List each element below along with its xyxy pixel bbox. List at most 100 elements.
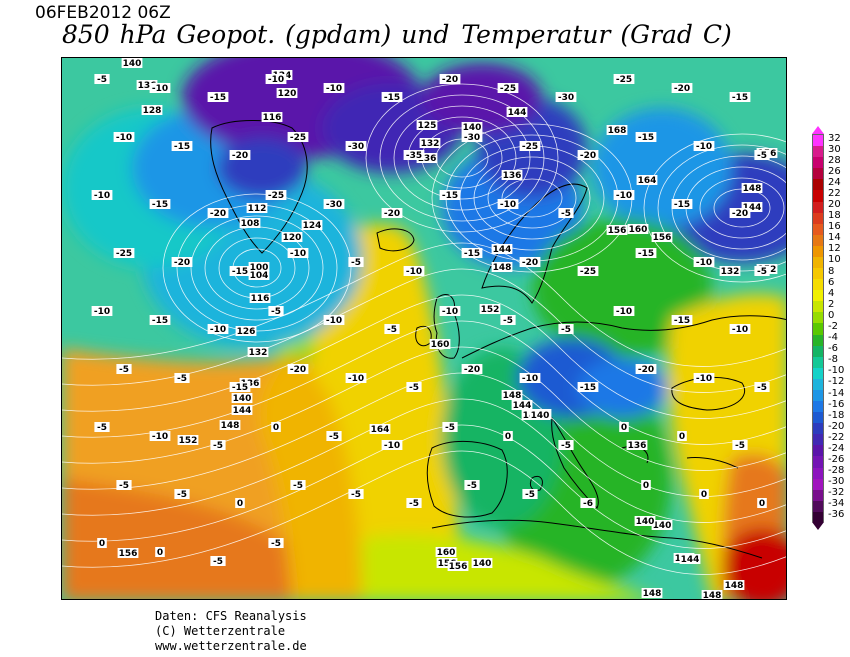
temperature-label: -15 bbox=[381, 92, 403, 103]
temperature-label-text: 0 bbox=[505, 432, 511, 442]
credits-block: Daten: CFS Reanalysis (C) Wetterzentrale… bbox=[155, 609, 307, 654]
temperature-label-text: -5 bbox=[97, 75, 107, 85]
geopotential-label: 126 bbox=[235, 326, 257, 337]
temperature-label: -5 bbox=[94, 74, 110, 85]
temperature-label-text: -10 bbox=[384, 441, 400, 451]
geopotential-isoline bbox=[62, 320, 786, 445]
geopotential-label: 116 bbox=[261, 112, 283, 123]
temperature-label-box bbox=[174, 373, 190, 383]
temperature-label-box bbox=[207, 92, 229, 102]
legend-value: -6 bbox=[828, 343, 838, 355]
temperature-label: -25 bbox=[577, 266, 599, 277]
legend-value: 26 bbox=[828, 165, 841, 177]
legend-value: -34 bbox=[828, 498, 845, 510]
geopotential-label: 148 bbox=[641, 588, 663, 599]
temperature-label-text: -30 bbox=[464, 133, 480, 143]
temperature-label: -15 bbox=[207, 92, 229, 103]
geopotential-label-box bbox=[416, 153, 438, 163]
temperature-label: -15 bbox=[149, 199, 171, 210]
legend-value: -28 bbox=[828, 465, 845, 477]
geopotential-label-text: 164 bbox=[638, 176, 657, 186]
temperature-label: 0 bbox=[757, 498, 767, 509]
temperature-label-box bbox=[671, 199, 693, 209]
geopotential-label-text: 160 bbox=[437, 548, 456, 558]
temp-zone-atlantic-hot bbox=[62, 478, 332, 599]
temperature-label-box bbox=[671, 83, 693, 93]
temperature-label-text: -5 bbox=[561, 441, 571, 451]
geopotential-label-text: 144 bbox=[508, 108, 527, 118]
geopotential-label-text: 124 bbox=[303, 221, 322, 231]
legend-value: 18 bbox=[828, 210, 841, 222]
temperature-label: -5 bbox=[174, 489, 190, 500]
temperature-label-box bbox=[461, 132, 483, 142]
geopotential-isoline bbox=[190, 215, 324, 321]
temperature-label-box bbox=[555, 92, 577, 102]
temperature-label: -10 bbox=[613, 306, 635, 317]
geopotential-label-text: 140 bbox=[531, 411, 550, 421]
temperature-label: -10 bbox=[403, 266, 425, 277]
temperature-label: -5 bbox=[174, 373, 190, 384]
legend-value: 2 bbox=[828, 298, 835, 310]
geopotential-label-box bbox=[491, 244, 513, 254]
geopotential-label-box bbox=[471, 558, 493, 568]
geopotential-label: 160 bbox=[429, 339, 451, 350]
temperature-label-text: 0 bbox=[273, 423, 279, 433]
geopotential-label-text: 140 bbox=[123, 59, 142, 69]
title-right: Temperatur (Grad C) bbox=[461, 20, 732, 49]
temperature-label-text: -30 bbox=[558, 93, 574, 103]
geopotential-isoline bbox=[699, 177, 785, 239]
geopotential-label-box bbox=[231, 405, 253, 415]
temperature-label-box bbox=[171, 141, 193, 151]
temperature-label-box bbox=[265, 190, 287, 200]
geopotential-label-text: 132 bbox=[721, 267, 740, 277]
temperature-label-text: -20 bbox=[232, 151, 248, 161]
geopotential-label: 148 bbox=[723, 580, 745, 591]
geopotential-label-text: 148 bbox=[221, 421, 240, 431]
coast-britain bbox=[433, 294, 460, 359]
temperature-label: -5 bbox=[210, 556, 226, 567]
temperature-label: -10 bbox=[149, 83, 171, 94]
temperature-label-text: 0 bbox=[643, 481, 649, 491]
geopotential-label-box bbox=[627, 224, 649, 234]
geopotential-isoline bbox=[473, 156, 591, 240]
temperature-label-box bbox=[699, 489, 709, 499]
legend-swatch bbox=[813, 323, 823, 336]
coast-iberia bbox=[426, 440, 508, 518]
temperature-label: -5 bbox=[464, 480, 480, 491]
temp-zone-north-africa bbox=[362, 534, 656, 599]
legend-value: 22 bbox=[828, 187, 841, 199]
temperature-label: -20 bbox=[439, 74, 461, 85]
temperature-label-box bbox=[235, 498, 245, 508]
temperature-label: -5 bbox=[116, 480, 132, 491]
geopotential-label: 148 bbox=[701, 590, 723, 599]
legend-swatch bbox=[813, 168, 823, 180]
temperature-label-box bbox=[287, 248, 309, 258]
geopotential-label-box bbox=[416, 120, 438, 130]
temperature-label: -15 bbox=[439, 190, 461, 201]
geopotential-label-box bbox=[429, 339, 451, 349]
chart-title: 850 hPa Geopot. (gpdam) und Temperatur (G… bbox=[62, 20, 732, 49]
geopotential-label-text: 108 bbox=[241, 219, 260, 229]
temperature-label: -15 bbox=[229, 382, 251, 393]
temperature-label-text: -5 bbox=[97, 423, 107, 433]
geopotential-label-text: 148 bbox=[503, 391, 522, 401]
map-canvas: 1401361281241201161251321361401441681561… bbox=[62, 58, 786, 599]
temperature-label: -5 bbox=[754, 382, 770, 393]
temperature-label: -30 bbox=[345, 141, 367, 152]
geopotential-label-box bbox=[701, 590, 723, 599]
temperature-label-box bbox=[732, 440, 748, 450]
temperature-label: -15 bbox=[229, 266, 251, 277]
temperature-label-text: -15 bbox=[674, 200, 690, 210]
geopotential-label: 136 bbox=[416, 153, 438, 164]
temperature-label-box bbox=[635, 364, 657, 374]
legend-value: 30 bbox=[828, 143, 841, 155]
credits-website: www.wetterzentrale.de bbox=[155, 639, 307, 653]
temperature-label-box bbox=[290, 480, 306, 490]
legend-value: -14 bbox=[828, 387, 845, 399]
temperature-label-text: -15 bbox=[674, 316, 690, 326]
temperature-label-box bbox=[754, 150, 770, 160]
geopotential-label-text: 160 bbox=[629, 225, 648, 235]
temperature-label-box bbox=[345, 141, 367, 151]
temperature-label-text: 0 bbox=[157, 548, 163, 558]
temperature-label-box bbox=[577, 150, 599, 160]
